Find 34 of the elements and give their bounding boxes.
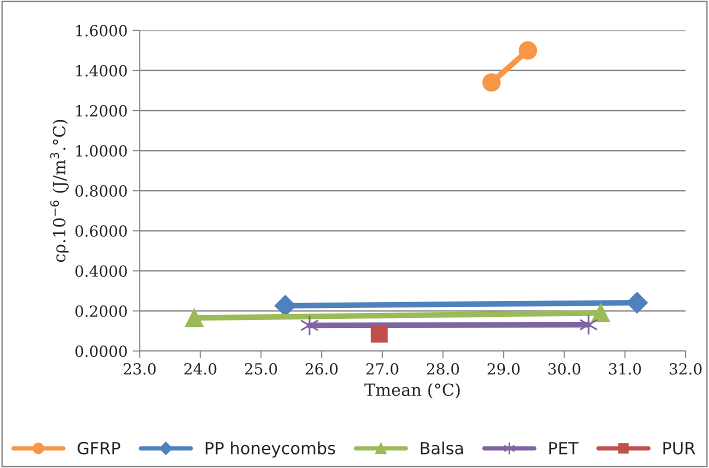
y-tick-label: 0.2000 (75, 305, 127, 317)
x-axis-title: Tmean (°C) (364, 383, 460, 398)
legend-label: PP honeycombs (206, 442, 336, 458)
x-tick-label: 28.0 (426, 363, 459, 375)
x-tick-label: 31.0 (609, 363, 641, 375)
x-tick-label: 23.0 (124, 363, 156, 375)
x-tick-label: 26.0 (306, 363, 338, 375)
legend-label: GFRP (78, 442, 120, 454)
y-axis-title: cρ.10$^{−6}$ (J/m$^{3}$.°C) (50, 120, 69, 262)
y-tick-label: 0.4000 (75, 265, 127, 277)
point (518, 41, 538, 60)
x-tick-label: 27.0 (366, 363, 398, 375)
point (370, 326, 388, 343)
point (274, 295, 296, 316)
x-tick-label: 30.0 (548, 363, 580, 375)
point (579, 314, 598, 336)
legend-label: PUR (663, 442, 696, 454)
legend-label: Balsa (420, 442, 463, 454)
point (300, 314, 319, 336)
x-tick-label: 25.0 (245, 363, 277, 375)
y-tick-label: 1.6000 (76, 24, 127, 36)
y-tick-label: 0.0000 (75, 345, 127, 358)
point (185, 308, 204, 328)
x-tick-label: 32.0 (670, 363, 702, 375)
x-tick-label: 29.0 (488, 363, 520, 375)
y-tick-label: 1.0000 (76, 145, 127, 157)
y-tick-label: 1.4000 (76, 64, 127, 77)
legend-label: PET (549, 442, 579, 454)
point (482, 73, 501, 92)
y-tick-label: 0.6000 (75, 225, 127, 237)
point (592, 304, 610, 322)
y-tick-label: 0.8000 (75, 185, 127, 197)
y-tick-label: 1.2000 (76, 105, 127, 117)
x-tick-label: 24.0 (184, 363, 216, 375)
